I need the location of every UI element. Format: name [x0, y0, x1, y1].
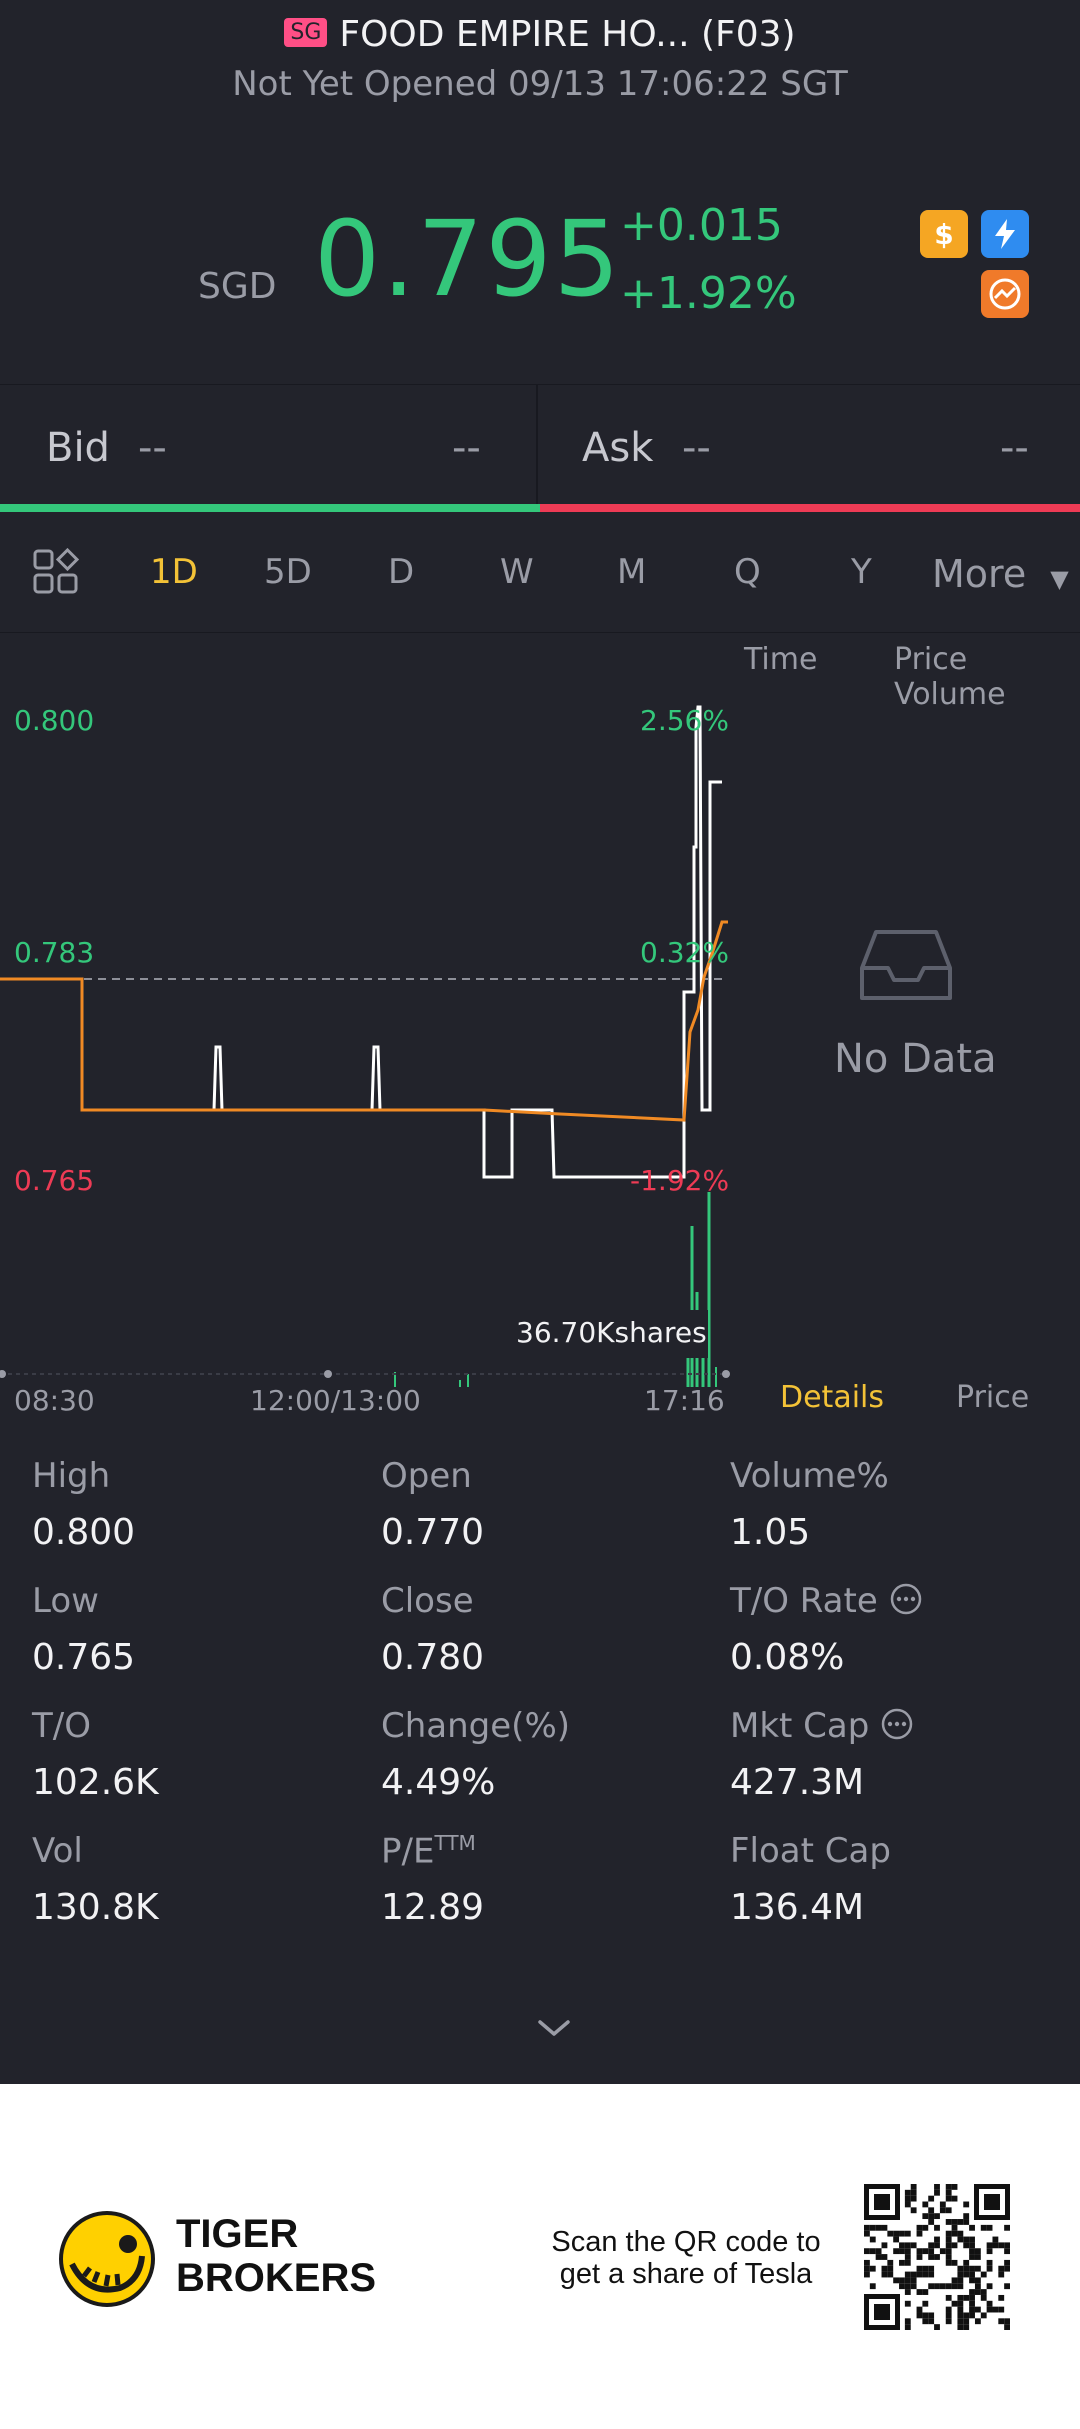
expand-chevron-icon[interactable]	[536, 2016, 572, 2044]
empty-inbox-icon	[858, 928, 954, 1008]
chevron-down-icon: ▼	[1050, 565, 1069, 593]
tab-d[interactable]: D	[388, 552, 415, 592]
stat-mkt-cap[interactable]: Mkt Cap	[730, 1706, 914, 1746]
brand-name: TIGER BROKERS	[176, 2212, 376, 2300]
currency-label: SGD	[198, 266, 277, 307]
stat-pe-label: P/E	[381, 1831, 435, 1872]
stat-open-value: 0.770	[381, 1512, 485, 1553]
stat-to-value: 102.6K	[32, 1762, 159, 1803]
stat-mkt-cap-label: Mkt Cap	[730, 1706, 870, 1746]
stat-to-rate-label: T/O Rate	[730, 1581, 878, 1621]
stat-high-value: 0.800	[32, 1512, 136, 1553]
tab-more[interactable]: More ▼	[932, 552, 1069, 596]
stat-vol-label: Vol	[32, 1831, 83, 1871]
stat-change-value: 4.49%	[381, 1762, 496, 1803]
qr-code[interactable]	[862, 2182, 1012, 2336]
stat-low-label: Low	[32, 1581, 99, 1621]
stat-high-label: High	[32, 1456, 111, 1496]
tab-m[interactable]: M	[617, 552, 647, 592]
stat-to-rate-value: 0.08%	[730, 1637, 845, 1678]
price-line	[0, 705, 722, 1179]
tab-q[interactable]: Q	[734, 552, 761, 592]
bid-size: --	[452, 425, 481, 471]
stat-pe: P/ETTM	[381, 1831, 476, 1871]
promo-footer: TIGER BROKERS Scan the QR code to get a …	[0, 2084, 1080, 2429]
y-label-mid: 0.783	[14, 936, 95, 969]
tab-5d[interactable]: 5D	[264, 552, 312, 592]
pct-label-low: -1.92%	[630, 1164, 730, 1197]
pct-label-mid: 0.32%	[640, 936, 729, 969]
time-tab[interactable]: Time	[744, 642, 818, 677]
x-label-open: 08:30	[14, 1384, 95, 1417]
stat-change-label: Change(%)	[381, 1706, 571, 1746]
price-change-percent: +1.92%	[620, 268, 797, 319]
brand-line-1: TIGER	[176, 2212, 299, 2256]
stat-volume-pct-label: Volume%	[730, 1456, 889, 1496]
price-change: +0.015	[620, 200, 783, 251]
qr-caption-line-2: get a share of Tesla	[559, 2258, 813, 2290]
stat-vol-value: 130.8K	[32, 1887, 159, 1928]
bid-ask-panel: Bid -- -- Ask -- --	[0, 384, 1080, 517]
price-tab[interactable]: Price	[956, 1380, 1030, 1415]
bid-ask-divider	[536, 385, 538, 505]
ask-label: Ask	[582, 425, 654, 471]
stat-mkt-cap-value: 427.3M	[730, 1762, 865, 1803]
bid-price: --	[138, 425, 167, 471]
stat-open-label: Open	[381, 1456, 472, 1496]
stat-pe-value: 12.89	[381, 1887, 485, 1928]
stat-float-cap-value: 136.4M	[730, 1887, 865, 1928]
ask-strength-bar	[540, 504, 1080, 512]
stock-name: FOOD EMPIRE HO... (F03)	[339, 14, 796, 55]
stock-title[interactable]: SG FOOD EMPIRE HO... (F03)	[0, 14, 1080, 55]
details-tab[interactable]: Details	[780, 1380, 885, 1415]
chart-canvas	[0, 705, 730, 1387]
y-label-high: 0.800	[14, 704, 95, 737]
y-label-low: 0.765	[14, 1164, 95, 1197]
tiger-logo-icon	[58, 2210, 156, 2312]
quote-header: SG FOOD EMPIRE HO... (F03) Not Yet Opened…	[0, 0, 1080, 384]
brand-line-2: BROKERS	[176, 2256, 377, 2300]
stat-to-label: T/O	[32, 1706, 91, 1746]
average-line	[0, 920, 728, 1122]
x-label-mid: 12:00/13:00	[250, 1384, 421, 1417]
period-tabs: 1D 5D D W M Q Y More ▼	[0, 516, 1080, 633]
pct-label-high: 2.56%	[640, 704, 729, 737]
bid-strength-bar	[0, 504, 540, 512]
qr-caption: Scan the QR code to get a share of Tesla	[548, 2226, 824, 2290]
lightning-icon[interactable]	[981, 210, 1029, 258]
intraday-chart[interactable]: Time Price Volume 0.800 0.783 0.765 2.56…	[0, 632, 1080, 1417]
last-price: 0.795	[314, 198, 622, 320]
stat-close-value: 0.780	[381, 1637, 485, 1678]
ask-size: --	[1000, 425, 1029, 471]
stat-close-label: Close	[381, 1581, 474, 1621]
svg-text:$: $	[934, 218, 953, 251]
qr-caption-line-1: Scan the QR code to	[551, 2226, 821, 2258]
volume-label: 36.70Kshares	[516, 1316, 707, 1349]
stat-low-value: 0.765	[32, 1637, 136, 1678]
more-info-icon[interactable]	[889, 1582, 923, 1616]
more-info-icon[interactable]	[880, 1707, 914, 1741]
grid-layout-icon[interactable]	[32, 547, 80, 600]
stat-float-cap-label: Float Cap	[730, 1831, 891, 1871]
chart-circle-icon[interactable]	[981, 270, 1029, 318]
tab-w[interactable]: W	[500, 552, 534, 592]
tab-y[interactable]: Y	[851, 552, 872, 592]
stat-pe-sup: TTM	[434, 1831, 476, 1855]
tab-1d[interactable]: 1D	[150, 552, 198, 592]
market-flag-badge: SG	[284, 17, 328, 47]
stat-to-rate[interactable]: T/O Rate	[730, 1581, 923, 1621]
price-volume-tab[interactable]: Price Volume	[894, 642, 1006, 712]
stat-volume-pct-value: 1.05	[730, 1512, 811, 1553]
bid-label: Bid	[46, 425, 110, 471]
dollar-icon[interactable]: $	[920, 210, 968, 258]
more-label: More	[932, 552, 1027, 596]
market-status: Not Yet Opened 09/13 17:06:22 SGT	[232, 64, 848, 104]
no-data-text: No Data	[834, 1036, 997, 1082]
ask-price: --	[682, 425, 711, 471]
x-label-close: 17:16	[644, 1384, 725, 1417]
